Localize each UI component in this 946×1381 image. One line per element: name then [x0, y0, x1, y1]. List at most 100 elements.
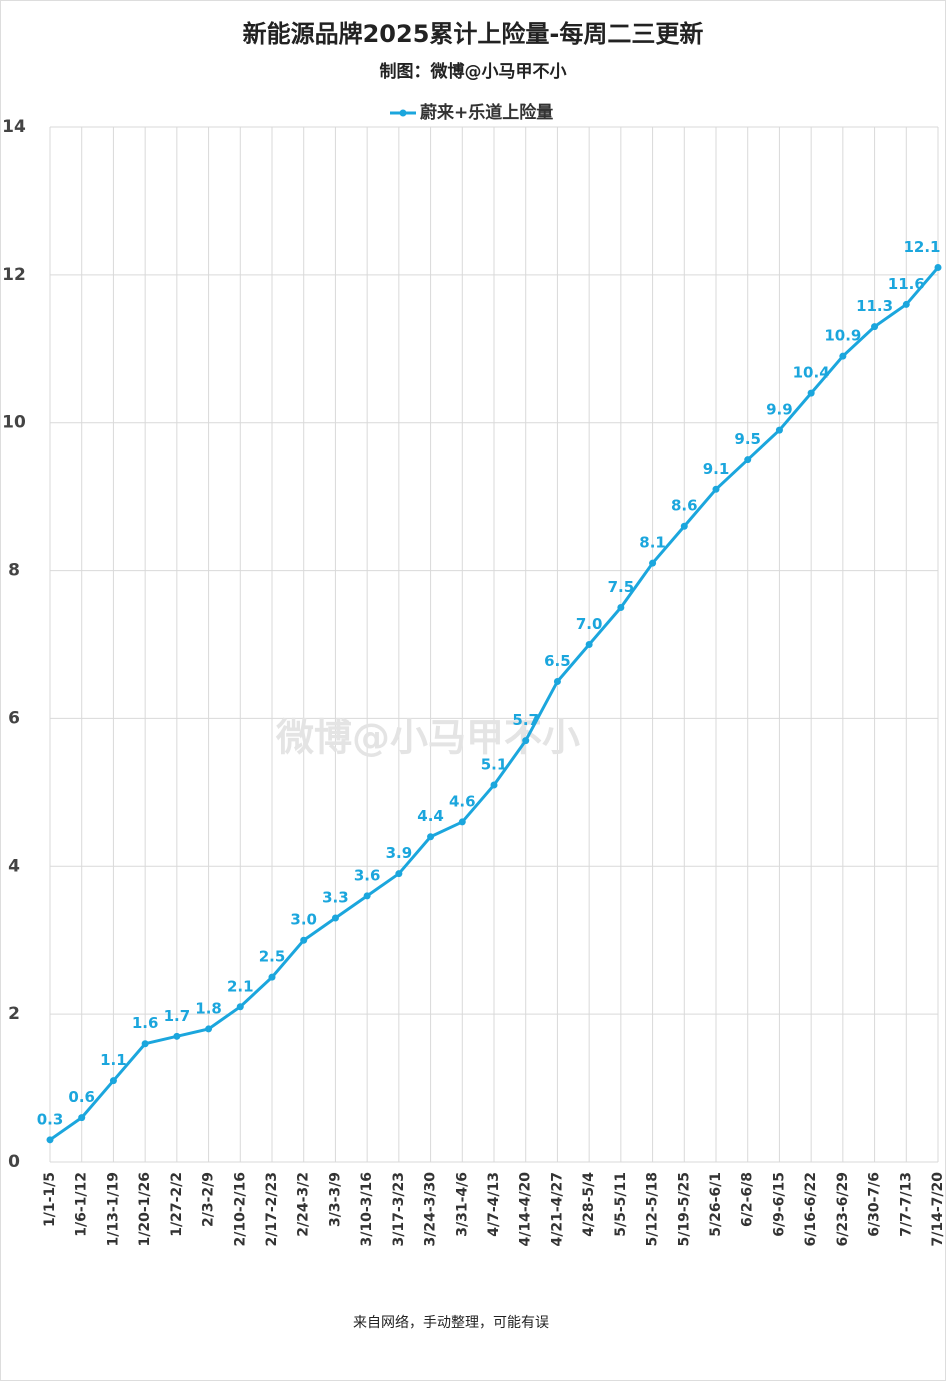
data-label: 3.0 — [290, 911, 317, 929]
point — [490, 781, 498, 789]
x-tick-label: 1/6-1/12 — [74, 1172, 90, 1237]
data-label: 11.3 — [856, 297, 893, 315]
x-tick-label: 7/14-7/20 — [930, 1172, 946, 1247]
y-tick-label: 6 — [8, 708, 20, 728]
point — [236, 1003, 244, 1011]
data-label: 7.5 — [608, 578, 635, 596]
y-tick-label: 12 — [2, 265, 26, 285]
data-label: 3.3 — [322, 889, 349, 907]
data-label: 10.9 — [824, 327, 861, 345]
x-tick-label: 5/12-5/18 — [645, 1172, 661, 1246]
y-tick-label: 8 — [8, 561, 20, 581]
point — [617, 604, 625, 612]
x-tick-label: 5/19-5/25 — [676, 1172, 692, 1246]
data-label: 0.3 — [37, 1110, 64, 1128]
data-label: 9.9 — [766, 401, 793, 419]
data-label: 4.4 — [417, 807, 444, 825]
x-tick-label: 5/5-5/11 — [613, 1172, 629, 1237]
y-tick-label: 4 — [8, 856, 20, 876]
data-label: 11.6 — [888, 275, 925, 293]
point — [395, 870, 403, 878]
data-label: 0.6 — [68, 1088, 95, 1106]
x-tick-label: 5/26-6/1 — [708, 1172, 724, 1237]
x-tick-label: 3/24-3/30 — [423, 1172, 439, 1247]
point — [522, 737, 530, 745]
data-label: 2.1 — [227, 977, 254, 995]
x-tick-label: 6/2-6/8 — [740, 1172, 756, 1227]
x-tick-label: 4/14-4/20 — [518, 1172, 534, 1247]
x-tick-label: 6/9-6/15 — [771, 1172, 787, 1237]
point — [141, 1040, 149, 1048]
x-tick-label: 2/17-2/23 — [264, 1172, 280, 1246]
x-tick-label: 3/10-3/16 — [359, 1172, 375, 1246]
x-tick-label: 7/7-7/13 — [898, 1172, 914, 1237]
data-label: 1.6 — [132, 1014, 159, 1032]
point — [205, 1025, 213, 1033]
data-label: 1.7 — [164, 1007, 191, 1025]
point — [871, 323, 879, 331]
point — [78, 1114, 86, 1122]
point — [649, 559, 657, 567]
data-label: 10.4 — [793, 364, 830, 382]
chart-note: 来自网络，手动整理，可能有误 — [353, 1315, 549, 1331]
x-tick-label: 2/24-3/2 — [296, 1172, 312, 1237]
data-label: 3.6 — [354, 866, 381, 884]
data-label: 9.1 — [703, 460, 730, 478]
data-label: 1.1 — [100, 1051, 127, 1069]
x-tick-label: 2/10-2/16 — [232, 1172, 248, 1246]
x-tick-label: 1/27-2/2 — [169, 1172, 185, 1237]
y-tick-label: 14 — [2, 117, 26, 137]
x-tick-label: 3/3-3/9 — [327, 1172, 343, 1227]
x-tick-label: 3/17-3/23 — [391, 1172, 407, 1246]
point — [712, 485, 720, 493]
x-tick-label: 2/3-2/9 — [201, 1172, 217, 1227]
chart-title: 新能源品牌2025累计上险量-每周二三更新 — [243, 20, 704, 48]
data-label: 7.0 — [576, 615, 603, 633]
x-tick-label: 4/7-4/13 — [486, 1172, 502, 1237]
point — [46, 1136, 54, 1144]
y-tick-label: 10 — [2, 413, 26, 433]
data-label: 8.1 — [639, 534, 666, 552]
data-label: 12.1 — [903, 238, 940, 256]
x-tick-label: 4/28-5/4 — [581, 1172, 597, 1237]
legend-marker — [399, 109, 407, 117]
data-label: 4.6 — [449, 792, 476, 810]
point — [458, 818, 466, 826]
x-tick-label: 1/13-1/19 — [105, 1172, 121, 1246]
point — [902, 300, 910, 308]
x-tick-label: 1/1-1/5 — [42, 1172, 58, 1227]
x-tick-label: 1/20-1/26 — [137, 1172, 153, 1246]
x-tick-label: 6/23-6/29 — [835, 1172, 851, 1246]
point — [331, 914, 339, 922]
data-label: 6.5 — [544, 652, 571, 670]
point — [363, 892, 371, 900]
x-tick-label: 6/30-7/6 — [867, 1172, 883, 1237]
point — [173, 1032, 181, 1040]
point — [300, 936, 308, 944]
point — [839, 352, 847, 360]
data-label: 3.9 — [386, 844, 413, 862]
point — [585, 641, 593, 648]
data-label: 5.7 — [512, 711, 539, 729]
data-label: 5.1 — [481, 755, 508, 773]
data-label: 1.8 — [195, 999, 222, 1017]
point — [807, 389, 815, 397]
y-tick-label: 2 — [8, 1004, 20, 1024]
point — [427, 833, 435, 841]
point — [775, 426, 783, 434]
point — [109, 1077, 117, 1085]
point — [934, 263, 942, 271]
data-label: 2.5 — [259, 948, 286, 966]
legend-label: 蔚来+乐道上险量 — [420, 102, 553, 123]
x-tick-label: 6/16-6/22 — [803, 1172, 819, 1246]
x-tick-label: 4/21-4/27 — [549, 1172, 565, 1246]
point — [680, 522, 688, 530]
point — [553, 677, 561, 685]
y-tick-label: 0 — [8, 1152, 20, 1172]
watermark: 微博@小马甲不小 — [275, 716, 580, 760]
point — [268, 973, 276, 981]
x-tick-label: 3/31-4/6 — [454, 1172, 470, 1237]
